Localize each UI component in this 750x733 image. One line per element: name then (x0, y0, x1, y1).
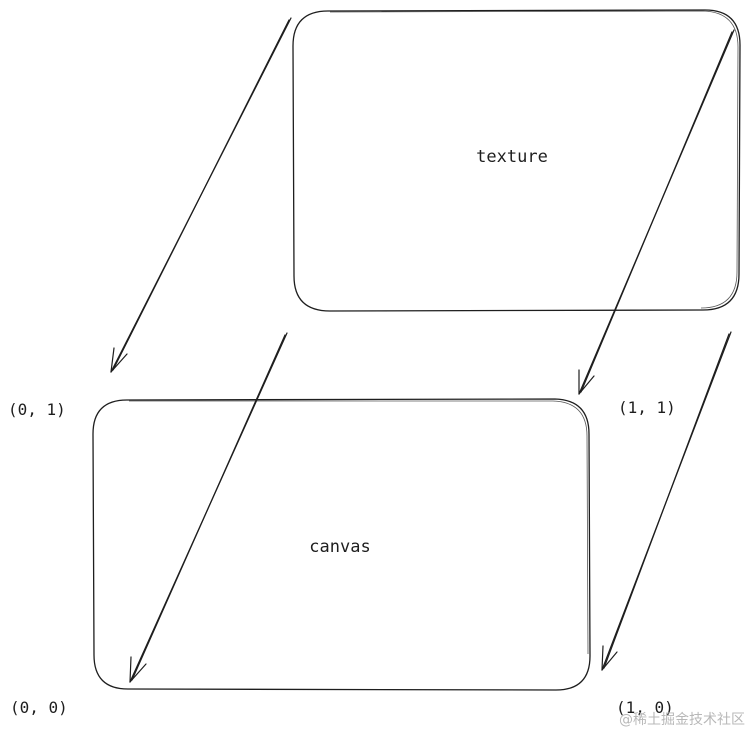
corner-label-top-left: (0, 1) (8, 400, 66, 419)
corner-label-bottom-right: (1, 0) (616, 698, 674, 717)
arrow-bottom-left-mapping (129, 332, 288, 683)
arrow-top-left-mapping (110, 17, 292, 373)
arrow-bottom-right-mapping (601, 331, 732, 671)
arrow-top-right-mapping (578, 29, 735, 395)
canvas-label: canvas (309, 537, 370, 557)
watermark: @稀土掘金技术社区 (619, 712, 745, 728)
corner-label-bottom-left: (0, 0) (10, 698, 68, 717)
corner-label-top-right: (1, 1) (618, 398, 676, 417)
texture-label: texture (476, 147, 548, 167)
canvas-box: canvas (92, 398, 591, 691)
texture-box: texture (292, 9, 741, 312)
